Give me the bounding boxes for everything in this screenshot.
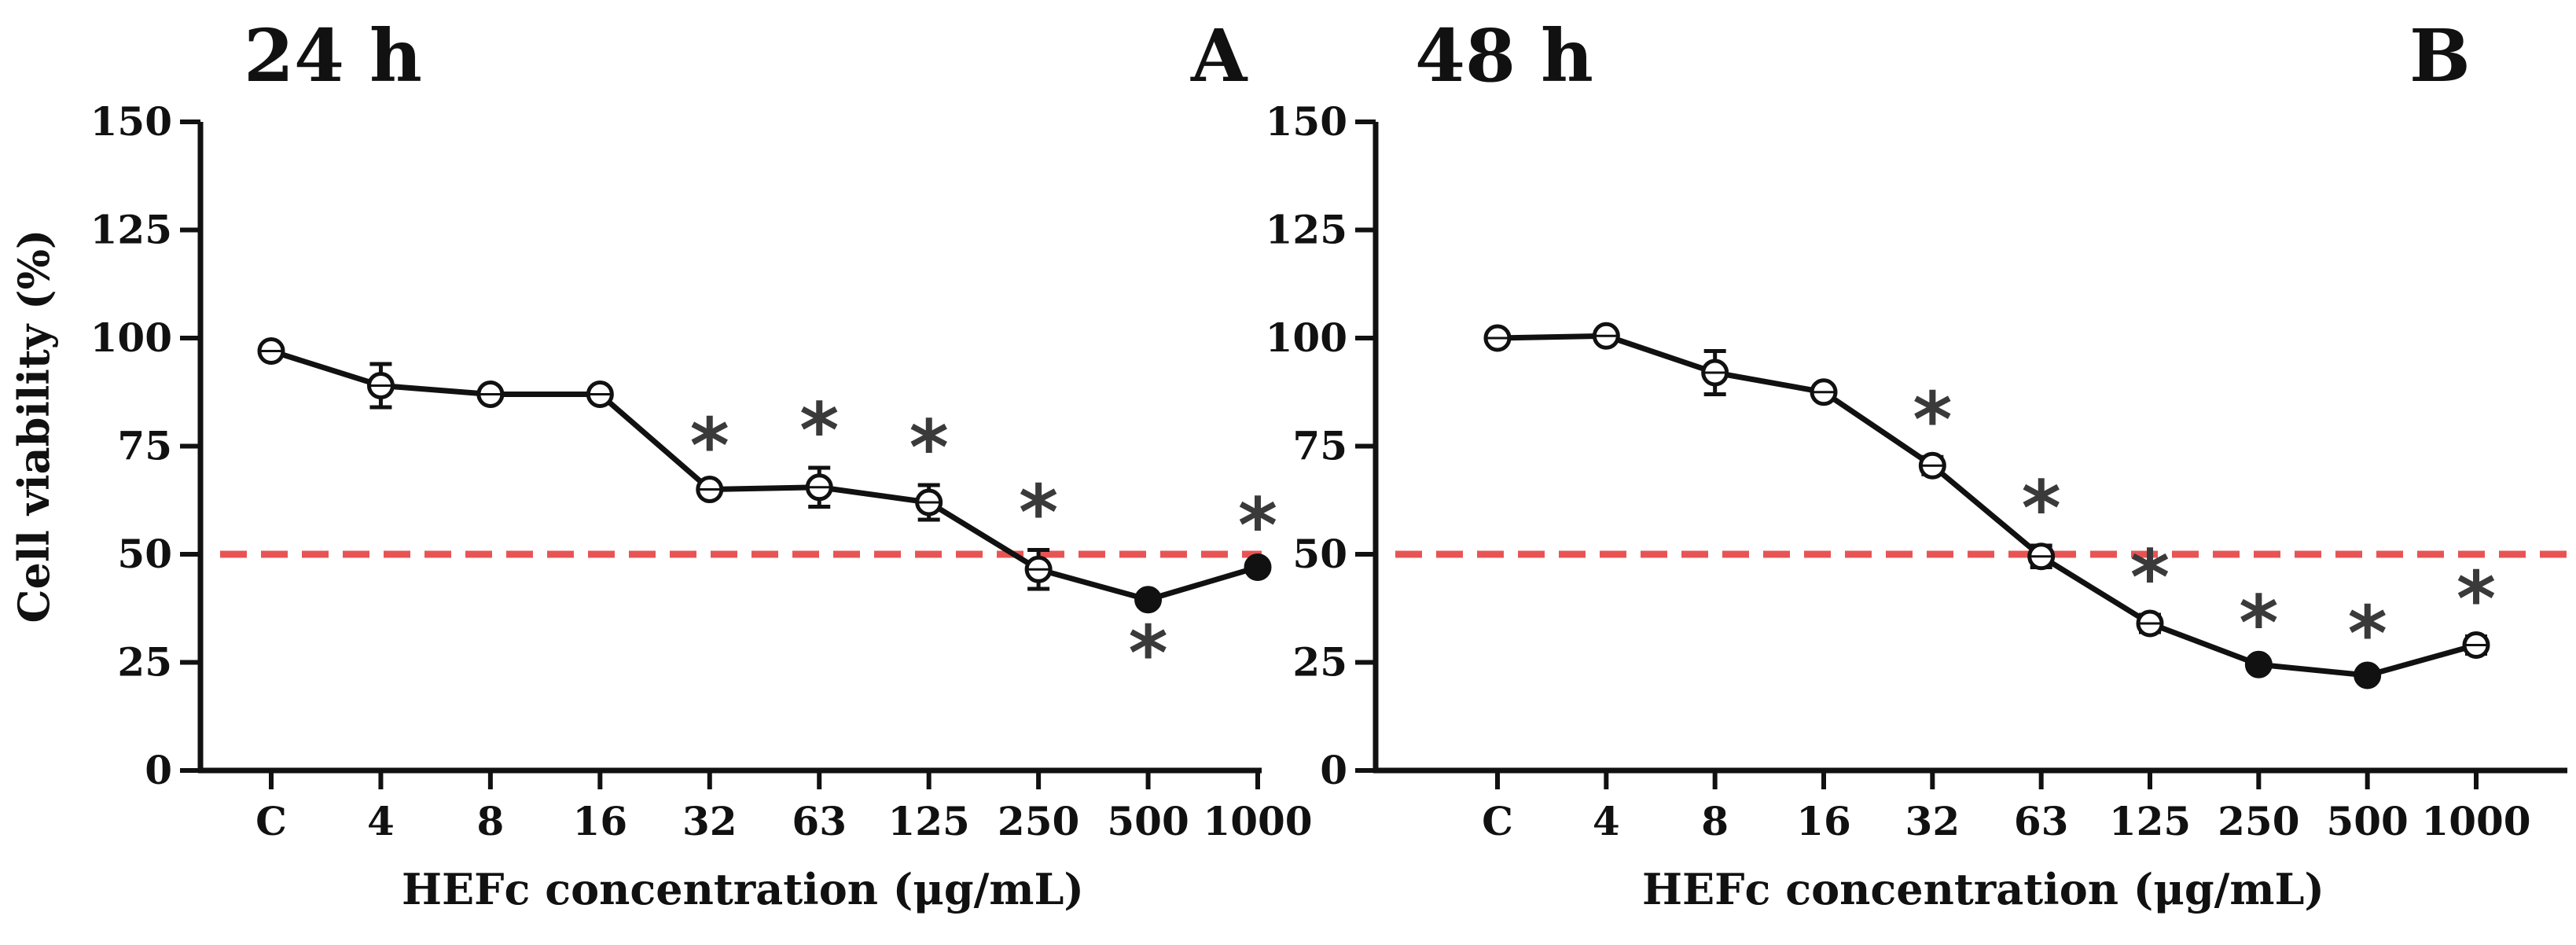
y-tick-label: 100 xyxy=(90,314,172,361)
x-tick-label: 125 xyxy=(2109,798,2191,844)
significance-star: * xyxy=(1913,376,1952,464)
y-tick-label: 100 xyxy=(1266,314,1347,361)
significance-star: * xyxy=(799,387,839,475)
panel-a-24h: 24 h A 0 25 50 75 100 125 150 C 4 8 16 32 63 125 250 500 1… xyxy=(90,13,1313,914)
x-tick-label: 250 xyxy=(998,798,1079,844)
x-tick-label: C xyxy=(255,798,287,844)
y-tick-label: 125 xyxy=(90,207,172,253)
x-tick-label: 8 xyxy=(476,798,504,844)
x-tick-label: 16 xyxy=(573,798,628,844)
y-tick-label: 75 xyxy=(117,423,172,469)
y-tick-label: 50 xyxy=(117,531,172,577)
significance-star: * xyxy=(2348,590,2387,678)
panel-title: 24 h xyxy=(244,13,422,98)
significance-star: * xyxy=(690,402,729,490)
x-tick-label: 250 xyxy=(2218,798,2299,844)
series-line xyxy=(1497,333,2477,678)
x-tick-label: 32 xyxy=(1905,798,1960,844)
significance-star: * xyxy=(910,404,949,492)
significance-star: * xyxy=(1238,482,1277,570)
y-tick-label: 25 xyxy=(117,639,172,686)
significance-star: * xyxy=(2457,556,2496,644)
x-tick-label: 16 xyxy=(1796,798,1851,844)
x-axis-title: HEFc concentration (μg/mL) xyxy=(402,864,1084,914)
x-tick-label: 4 xyxy=(1593,798,1620,844)
y-tick-label: 0 xyxy=(1320,747,1347,793)
data-point xyxy=(1134,586,1163,614)
series-line xyxy=(270,348,1259,603)
x-tick-label: 63 xyxy=(792,798,847,844)
significance-star: * xyxy=(1019,469,1058,557)
y-tick-label: 150 xyxy=(1266,98,1347,145)
x-tick-label: 1000 xyxy=(1203,798,1312,844)
y-tick-label: 150 xyxy=(90,98,172,145)
x-tick-label: 4 xyxy=(367,798,395,844)
x-tick-label: 500 xyxy=(2326,798,2408,844)
y-tick-label: 50 xyxy=(1292,531,1347,577)
data-point xyxy=(2244,650,2273,678)
significance-star: * xyxy=(2239,579,2278,667)
data-point xyxy=(2354,661,2382,689)
x-tick-label: 63 xyxy=(2014,798,2069,844)
x-tick-label: 500 xyxy=(1107,798,1189,844)
x-tick-label: 32 xyxy=(682,798,737,844)
x-tick-label: 125 xyxy=(887,798,969,844)
significance-star: * xyxy=(2022,465,2061,553)
panel-b-48h: 48 h B 0 25 50 75 100 125 150 C 4 8 16 32 63 125 250 500 1… xyxy=(1266,13,2567,914)
x-tick-label: 8 xyxy=(1701,798,1729,844)
panel-title: 48 h xyxy=(1415,13,1593,98)
x-axis-title: HEFc concentration (μg/mL) xyxy=(1642,864,2324,914)
data-point xyxy=(1244,553,1272,581)
y-axis-title: Cell viability (%) xyxy=(9,230,59,623)
significance-star: * xyxy=(2130,534,2170,622)
panel-letter: A xyxy=(1190,13,1248,98)
y-tick-label: 75 xyxy=(1292,423,1347,469)
significance-star: * xyxy=(1128,609,1167,697)
x-tick-label: C xyxy=(1482,798,1513,844)
y-tick-label: 125 xyxy=(1266,207,1347,253)
y-tick-label: 0 xyxy=(145,747,172,793)
panel-letter: B xyxy=(2409,13,2471,98)
y-tick-label: 25 xyxy=(1292,639,1347,686)
x-tick-label: 1000 xyxy=(2421,798,2530,844)
